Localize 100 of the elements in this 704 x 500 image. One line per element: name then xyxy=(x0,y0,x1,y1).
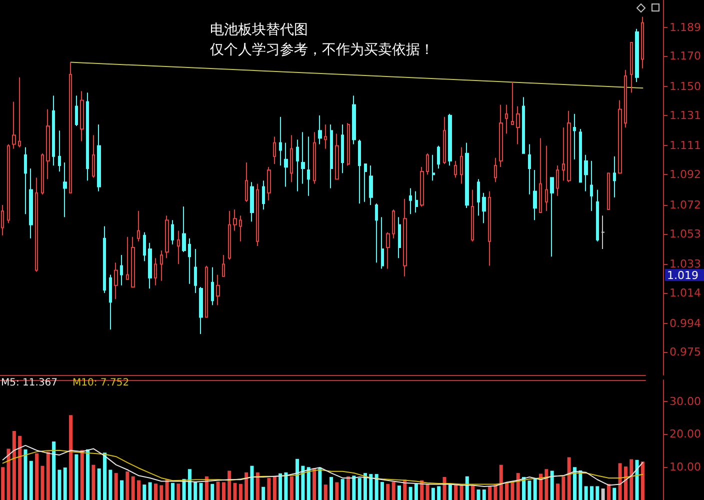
candlestick xyxy=(211,266,214,306)
bar xyxy=(550,470,554,500)
candlestick xyxy=(313,132,316,184)
candlestick xyxy=(618,100,622,174)
candlestick xyxy=(477,178,480,216)
bar xyxy=(335,482,339,500)
candlestick xyxy=(556,164,559,196)
candlestick xyxy=(256,183,259,246)
candlestick xyxy=(607,172,610,210)
bar xyxy=(199,482,203,500)
bar xyxy=(494,484,498,500)
candlestick xyxy=(318,114,322,145)
bar xyxy=(522,476,526,500)
bar xyxy=(329,476,334,500)
bar xyxy=(476,489,480,500)
bar xyxy=(1,467,5,500)
candlestick xyxy=(245,162,248,202)
bar xyxy=(528,480,532,500)
bar xyxy=(176,484,180,500)
bar xyxy=(358,478,362,500)
candlestick xyxy=(171,220,174,245)
bar xyxy=(369,474,373,500)
bar xyxy=(69,415,73,500)
candlestick xyxy=(539,138,542,214)
bar xyxy=(544,469,548,500)
candlestick xyxy=(596,189,599,242)
candlestick xyxy=(426,152,429,176)
candlestick xyxy=(330,124,333,189)
candlestick xyxy=(454,160,457,178)
bar xyxy=(601,488,605,500)
bar xyxy=(624,466,628,500)
bar xyxy=(238,484,242,500)
candlestick xyxy=(613,156,616,198)
bar xyxy=(154,484,158,500)
candlestick xyxy=(131,236,135,288)
candlestick xyxy=(126,236,129,280)
bar xyxy=(80,450,84,500)
candlestick xyxy=(239,215,242,242)
candlestick xyxy=(301,132,305,184)
candlestick xyxy=(352,95,356,145)
bar xyxy=(442,476,446,500)
bar xyxy=(380,482,384,500)
bar xyxy=(612,488,616,500)
candlestick xyxy=(415,190,418,214)
candlestick xyxy=(205,265,208,318)
candlestick xyxy=(465,142,469,208)
candlestick xyxy=(12,101,16,150)
candlestick xyxy=(511,81,514,125)
candlestick xyxy=(46,108,50,180)
candlestick xyxy=(386,232,390,270)
candlestick xyxy=(522,96,525,154)
candlestick xyxy=(52,95,55,166)
candlestick xyxy=(177,230,180,265)
bar xyxy=(256,472,260,500)
candlestick xyxy=(41,152,44,195)
candlestick xyxy=(228,210,231,260)
candlestick xyxy=(341,124,344,174)
bar xyxy=(408,486,412,500)
candlestick xyxy=(63,162,67,218)
candlestick xyxy=(199,286,203,335)
candlestick xyxy=(460,146,463,184)
bar xyxy=(222,482,226,500)
y-tick-label: 1.092 xyxy=(670,168,702,182)
bar xyxy=(578,470,582,500)
text: 1.019 xyxy=(667,269,698,282)
bar xyxy=(165,480,169,500)
bar xyxy=(465,476,469,500)
candlestick xyxy=(216,274,220,306)
y-tick-label: 1.189 xyxy=(670,20,702,34)
y-tick-label: 0.975 xyxy=(670,346,702,359)
bar xyxy=(284,472,288,500)
bar xyxy=(142,484,146,500)
candlestick xyxy=(69,62,72,194)
bar xyxy=(136,480,140,500)
bar xyxy=(397,486,401,500)
bar xyxy=(272,476,276,500)
bar xyxy=(640,462,644,500)
bar xyxy=(556,484,560,500)
bar xyxy=(160,485,164,500)
candlestick xyxy=(290,134,293,183)
bar xyxy=(204,476,208,500)
bar xyxy=(340,478,344,500)
candlestick xyxy=(420,166,424,207)
candlestick xyxy=(369,164,373,206)
bar xyxy=(262,486,266,500)
bar xyxy=(488,486,492,500)
bar xyxy=(590,486,594,500)
candlestick xyxy=(533,170,537,221)
bar xyxy=(572,467,576,500)
bar xyxy=(482,489,486,500)
bar xyxy=(114,473,118,500)
candlestick xyxy=(488,190,491,266)
bar xyxy=(250,466,254,500)
y-tick-label: 10.00 xyxy=(670,460,702,474)
bar xyxy=(52,441,56,500)
candlestick xyxy=(641,16,644,69)
bar xyxy=(414,484,418,500)
bar xyxy=(596,486,600,500)
candlestick xyxy=(267,166,271,201)
bar xyxy=(386,484,390,500)
